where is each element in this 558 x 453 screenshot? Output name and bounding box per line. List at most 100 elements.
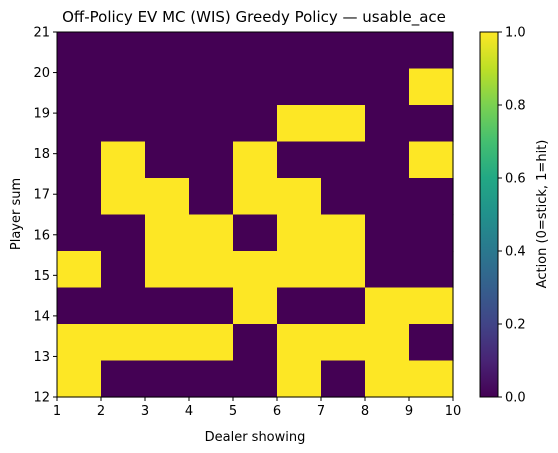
heatmap-cell (365, 287, 410, 325)
heatmap-cell (57, 32, 102, 70)
heatmap-cell (321, 251, 366, 289)
heatmap-cell (145, 141, 190, 179)
heatmap-cell (101, 287, 146, 325)
y-tick-label: 21 (33, 26, 50, 41)
heatmap-cell (365, 141, 410, 179)
heatmap-cell (57, 287, 102, 325)
heatmap-cell (233, 68, 278, 106)
colorbar-tick-label: 1.0 (505, 26, 526, 41)
heatmap-cell (365, 214, 410, 252)
heatmap-cell (277, 105, 322, 143)
heatmap-cell (321, 287, 366, 325)
heatmap-cell (233, 141, 278, 179)
heatmap-cell (233, 251, 278, 289)
heatmap-cell (321, 178, 366, 216)
heatmap-cell (57, 251, 102, 289)
heatmap-cell (145, 32, 190, 70)
x-tick-label: 5 (229, 404, 237, 419)
heatmap-cell (101, 32, 146, 70)
heatmap-cell (145, 178, 190, 216)
heatmap-cell (57, 105, 102, 143)
heatmap-cell (189, 324, 234, 362)
y-tick-label: 20 (33, 66, 50, 81)
heatmap-cell (101, 178, 146, 216)
heatmap-cell (365, 324, 410, 362)
heatmap-cell (145, 287, 190, 325)
heatmap-cell (365, 32, 410, 70)
heatmap-cell (233, 287, 278, 325)
heatmap-cell (189, 32, 234, 70)
heatmap-cell (233, 178, 278, 216)
heatmap-cell (189, 251, 234, 289)
heatmap-cell (57, 360, 102, 398)
x-tick-label: 10 (445, 404, 462, 419)
heatmap-cell (101, 105, 146, 143)
heatmap-cell (409, 178, 454, 216)
heatmap-cell (101, 324, 146, 362)
heatmap-cell (189, 360, 234, 398)
heatmap-cell (277, 287, 322, 325)
y-tick-label: 14 (33, 309, 50, 324)
chart-title: Off-Policy EV MC (WIS) Greedy Policy — u… (62, 8, 446, 27)
heatmap-cell (145, 68, 190, 106)
colorbar-tick-label: 0.6 (505, 172, 526, 187)
heatmap-cell (145, 214, 190, 252)
y-tick-label: 13 (33, 350, 50, 365)
y-tick-label: 12 (33, 391, 50, 406)
x-tick-label: 8 (361, 404, 369, 419)
y-tick-label: 15 (33, 269, 50, 284)
colorbar-ticks: 0.0 0.2 0.4 0.6 0.8 1.0 (498, 26, 526, 406)
heatmap-cell (145, 105, 190, 143)
x-axis-label: Dealer showing (205, 430, 306, 445)
x-tick-label: 1 (53, 404, 61, 419)
heatmap-cell (409, 105, 454, 143)
heatmap-cell (409, 68, 454, 106)
heatmap-cell (101, 251, 146, 289)
heatmap-cell (233, 214, 278, 252)
y-tick-label: 16 (33, 228, 50, 243)
heatmap-cell (365, 360, 410, 398)
heatmap-cell (233, 105, 278, 143)
heatmap-cell (233, 360, 278, 398)
heatmap-cell (277, 360, 322, 398)
heatmap-cell (321, 360, 366, 398)
heatmap-cell (409, 214, 454, 252)
x-tick-label: 7 (317, 404, 325, 419)
heatmap-cell (57, 141, 102, 179)
heatmap-cell (189, 287, 234, 325)
heatmap-cell (277, 178, 322, 216)
heatmap-cell (409, 141, 454, 179)
heatmap-cell (409, 32, 454, 70)
heatmap-cell (57, 178, 102, 216)
heatmap-cell (101, 68, 146, 106)
heatmap-cell (189, 105, 234, 143)
heatmap-cell (233, 32, 278, 70)
heatmap-cell (277, 214, 322, 252)
heatmap-cell (189, 178, 234, 216)
heatmap-cell (321, 324, 366, 362)
colorbar-tick-label: 0.0 (505, 391, 526, 406)
y-tick-label: 19 (33, 107, 50, 122)
heatmap-cell (189, 141, 234, 179)
heatmap-cell (321, 214, 366, 252)
heatmap-cell (189, 214, 234, 252)
heatmap-cell (321, 32, 366, 70)
heatmap-cell (409, 360, 454, 398)
heatmap-cell (101, 360, 146, 398)
y-tick-label: 17 (33, 188, 50, 203)
colorbar-label: Action (0=stick, 1=hit) (535, 140, 550, 289)
colorbar-tick-label: 0.4 (505, 245, 526, 260)
x-tick-label: 2 (97, 404, 105, 419)
plot-frame (56, 31, 454, 398)
heatmap-cell (365, 251, 410, 289)
heatmap-cell (145, 251, 190, 289)
x-axis-ticks: 1 2 3 4 5 6 7 8 9 10 (53, 397, 461, 419)
heatmap-cell (321, 141, 366, 179)
y-axis-label: Player sum (9, 178, 24, 250)
heatmap-cell (145, 360, 190, 398)
heatmap-cell (409, 251, 454, 289)
heatmap-cell (277, 68, 322, 106)
heatmap-cell (365, 105, 410, 143)
heatmap-cell (277, 324, 322, 362)
